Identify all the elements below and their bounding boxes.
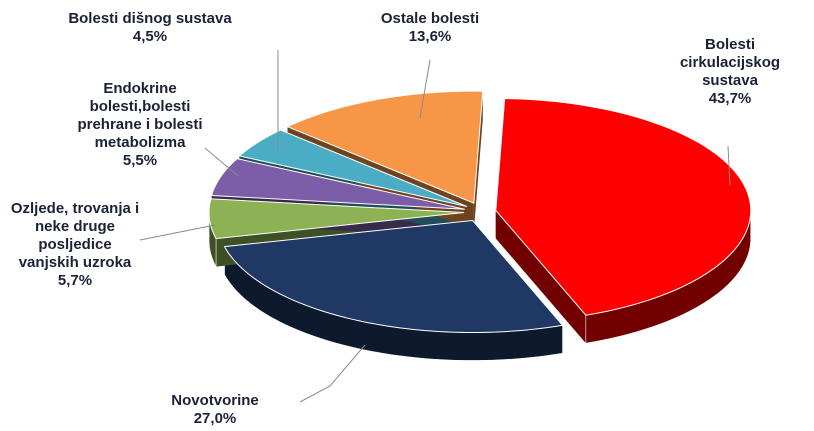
slice-label: Bolesti dišnog sustava 4,5% [20,10,280,46]
leader-line [419,59,431,119]
slice-wall [473,91,483,232]
category-name: Ozljede, trovanja i neke druge posljedic… [10,200,140,271]
slice-label: Bolesti cirkulacijskog sustava 43,7% [655,36,805,108]
category-name: Bolesti dišnog sustava [68,10,232,27]
category-name: Endokrine bolesti,bolesti prehrane i bol… [77,80,203,151]
leader-line [204,147,239,177]
slice-label: Ostale bolesti 13,6% [340,10,520,46]
value-label: 13,6% [408,28,452,45]
leader-line [139,224,216,241]
slice [208,198,465,240]
slice-top [210,158,465,210]
slice-top [223,219,564,333]
slice [286,90,484,204]
value-label: 43,7% [708,90,752,107]
slice-label: Ozljede, trovanja i neke druge posljedic… [10,200,140,290]
slice-top [238,129,468,207]
slice-label: Novotvorine 27,0% [140,392,290,428]
category-name: Bolesti cirkulacijskog sustava [679,36,781,89]
slice-top [208,198,465,240]
slice-top [286,90,484,204]
leader-line [727,145,731,186]
slice [223,219,564,333]
top-layer [208,90,752,333]
slice-label: Endokrine bolesti,bolesti prehrane i bol… [60,80,220,170]
value-label: 27,0% [193,410,237,427]
value-label: 5,7% [57,272,93,289]
value-label: 5,5% [122,152,158,169]
category-name: Novotvorine [171,392,259,409]
value-label: 4,5% [132,28,168,45]
slice [238,129,468,207]
slice [495,97,752,316]
slice-wall [495,210,586,344]
slice-top [495,97,752,316]
category-name: Ostale bolesti [380,10,480,27]
leader-line [299,344,366,403]
slice [210,158,465,210]
